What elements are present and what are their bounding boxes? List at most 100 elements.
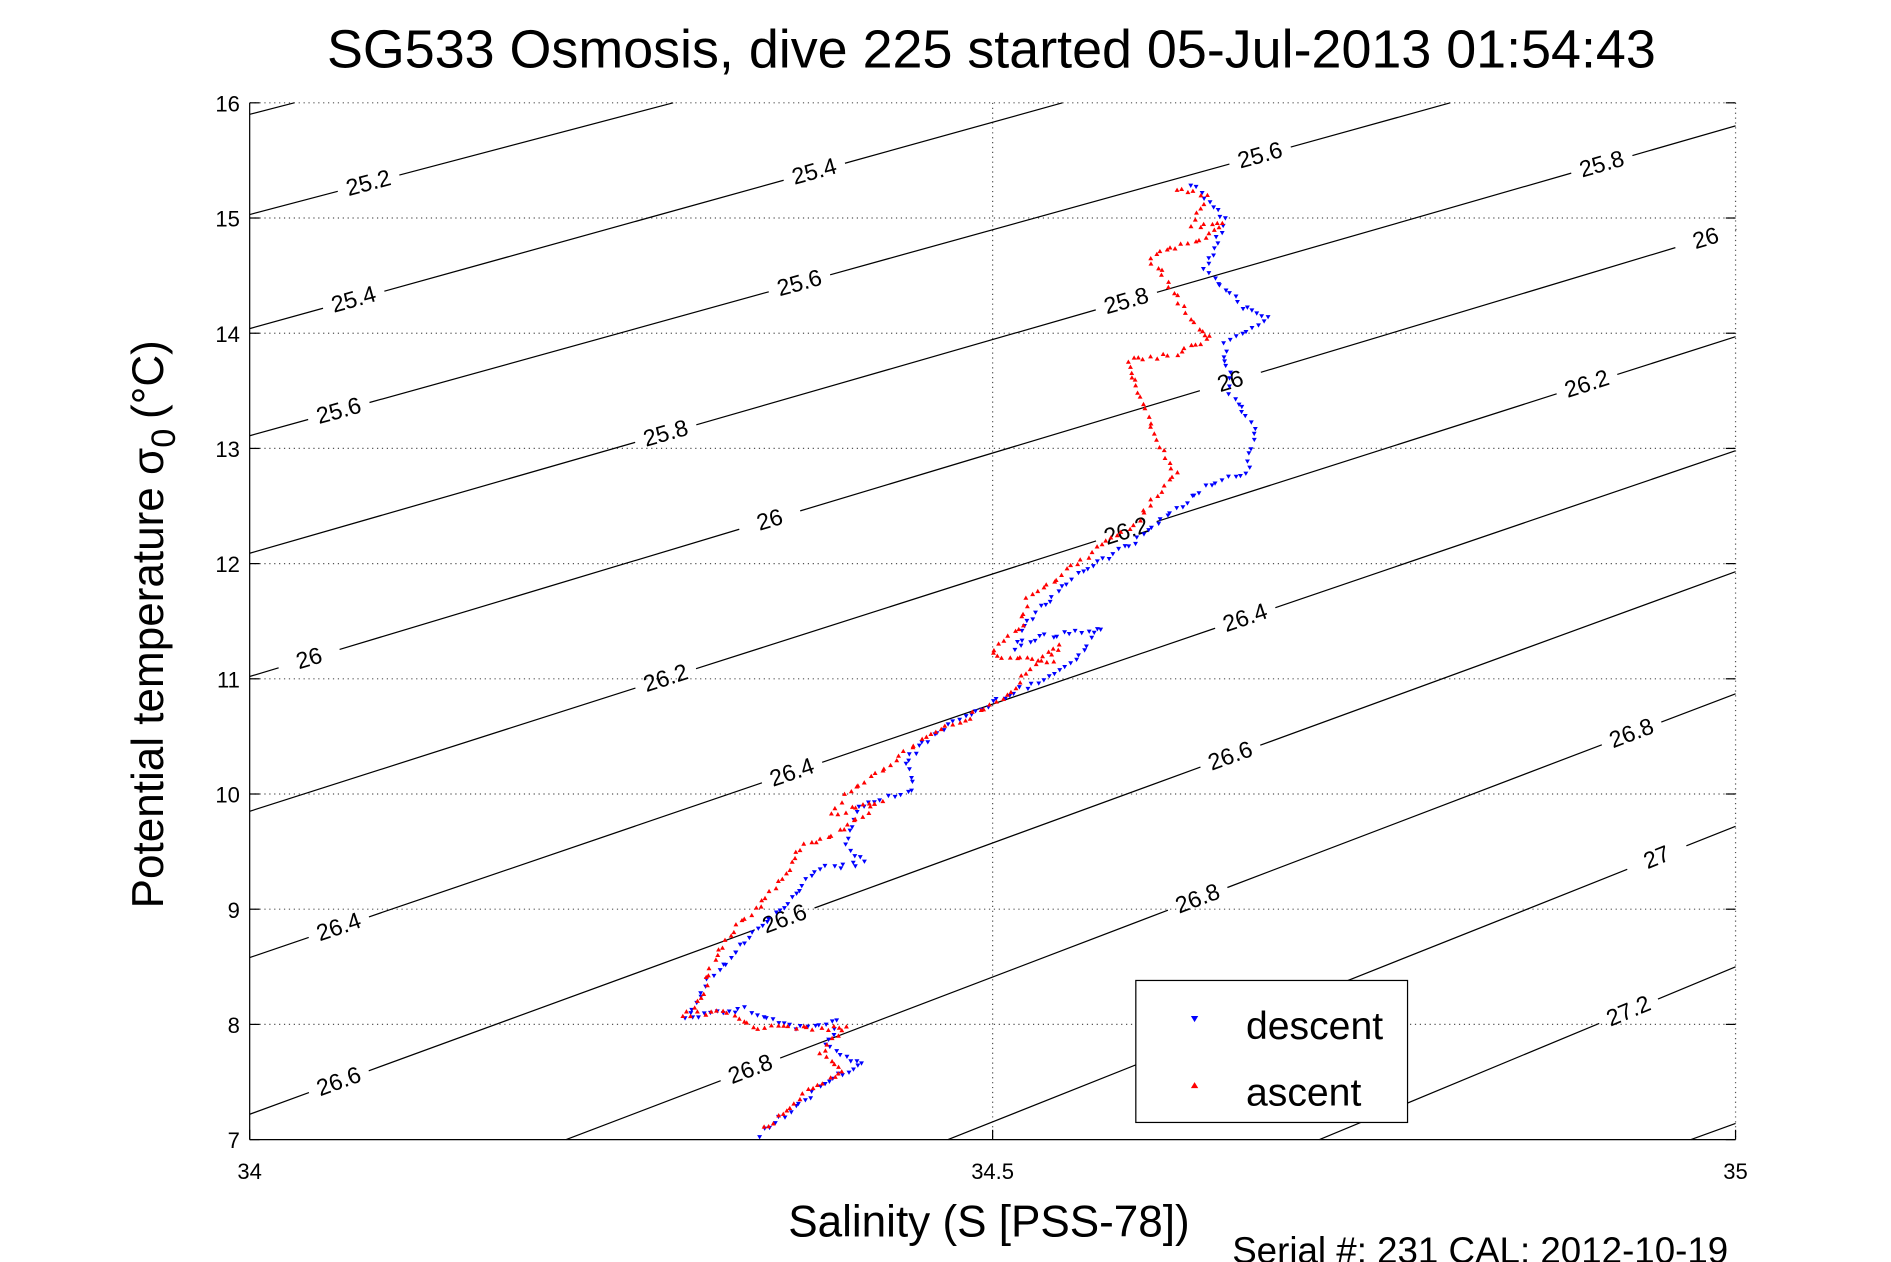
descent-point [848,848,854,854]
descent-point [1228,370,1234,375]
descent-point [1236,402,1242,407]
ascent-point [1165,284,1171,290]
descent-point [1193,184,1199,190]
descent-point [1066,631,1072,637]
descent-point [1265,315,1271,320]
contour-25-2: 25.2 [249,102,674,216]
ascent-point [1175,470,1180,475]
ascent-point [715,952,721,958]
descent-point [843,842,849,847]
ascent-point [708,1009,714,1014]
contour-line [1690,1122,1736,1141]
descent-point [1019,638,1025,643]
contour-line [1617,336,1736,376]
ascent-point [1216,224,1222,230]
ascent-point [991,647,997,653]
ascent-point [829,1058,835,1064]
ascent-point [1055,647,1061,652]
ascent-point [933,729,939,734]
ascent-point [1167,477,1173,482]
descent-point [1048,595,1054,600]
ascent-point [1164,353,1170,358]
ascent-point [1114,532,1120,538]
ascent-point [1052,579,1058,584]
descent-point [1251,437,1257,443]
descent-point [1226,474,1231,479]
contour-line [249,667,279,678]
ascent-point [1051,659,1057,664]
y-tick-label: 9 [228,898,240,923]
descent-point [861,859,867,864]
descent-point [1063,582,1069,587]
contour-27-4 [1690,1122,1736,1141]
descent-point [826,1037,832,1042]
descent-point [834,1049,840,1054]
descent-point [851,1067,856,1072]
ascent-point [1017,680,1023,685]
ascent-point [1203,235,1209,240]
y-tick-label: 10 [215,783,239,808]
contour-line [1686,825,1736,847]
ascent-point [832,1074,838,1079]
descent-point [909,776,914,781]
descent-point [1199,190,1205,196]
descent-point [1174,506,1180,511]
ascent-point [1030,591,1036,597]
ascent-point [1041,585,1047,590]
descent-point [1091,630,1097,636]
descent-point [1047,599,1053,605]
y-axis-label-main: Potential temperature σ [124,448,173,909]
ascent-point [843,1024,849,1029]
descent-point [1157,517,1163,522]
descent-point [1051,635,1057,640]
ascent-point [1125,359,1131,364]
ascent-point [684,1009,689,1014]
descent-point [846,1070,852,1075]
descent-point [1033,610,1038,615]
ascent-point [1175,352,1181,358]
ascent-point [799,1091,805,1096]
ascent-point [780,1111,786,1116]
x-tick-label: 35 [1723,1159,1747,1184]
ascent-point [1193,239,1199,244]
descent-point [688,1011,694,1016]
ascent-point [1017,655,1023,660]
ascent-point [1064,566,1070,571]
legend-descent-marker [1190,1015,1199,1023]
ascent-point [1181,303,1187,309]
ascent-point [832,805,838,811]
descent-point [1246,451,1252,456]
descent-point [1074,657,1080,662]
ascent-point [703,1012,709,1017]
descent-point [696,1015,701,1020]
footer-serial-cal: Serial #: 231 CAL: 2012-10-19 [1232,1230,1728,1262]
ascent-point [1161,447,1167,453]
descent-point [789,895,795,900]
contour-label: 25.4 [789,153,840,190]
ascent-point [1172,246,1178,251]
ascent-point [839,800,845,805]
descent-point [1068,661,1074,666]
descent-point [852,864,858,869]
descent-point [818,1084,824,1089]
descent-point [802,1098,808,1103]
ascent-point [1086,555,1092,560]
ascent-point [872,801,877,806]
ascent-point [837,827,843,832]
contour-line [249,418,309,437]
ascent-point [990,650,996,655]
ascent-point [766,1123,772,1129]
ascent-point [848,788,854,794]
ascent-point [1129,375,1135,380]
descent-point [1217,283,1222,288]
descent-point [1215,208,1221,213]
chart-title: SG533 Osmosis, dive 225 started 05-Jul-2… [327,19,1656,79]
contour-label: 25.6 [1235,136,1286,173]
ascent-point [1211,227,1217,232]
ascent-point [1077,557,1083,562]
ascent-point [1188,223,1194,229]
descent-point [848,1059,854,1064]
ascent-point [770,1121,776,1126]
ascent-point [1068,562,1074,568]
